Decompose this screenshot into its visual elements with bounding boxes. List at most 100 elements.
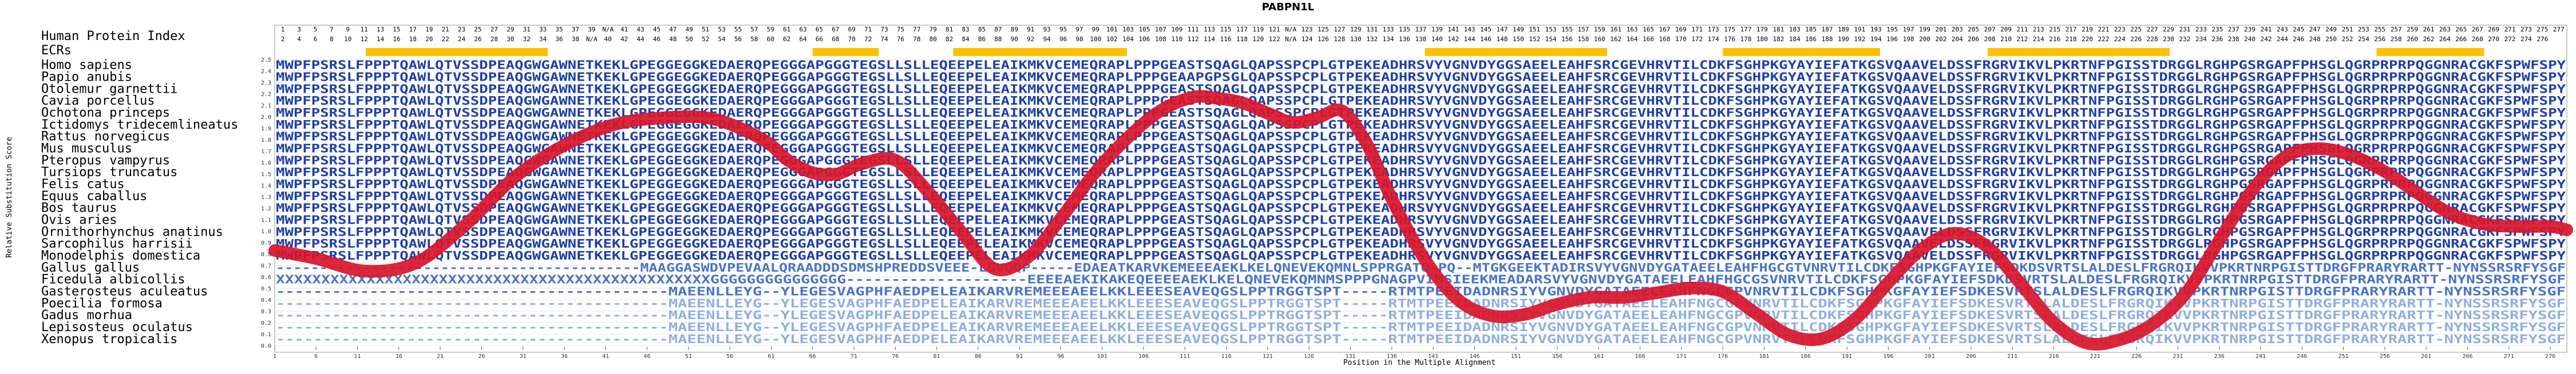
index-number: 31 bbox=[523, 26, 531, 33]
index-number: 201 bbox=[1935, 26, 1946, 33]
index-number: 142 bbox=[1447, 35, 1459, 43]
index-number: 122 bbox=[1269, 35, 1280, 43]
x-tick-label: 41 bbox=[602, 353, 609, 360]
ecr-region bbox=[1723, 48, 1880, 56]
ecr-region bbox=[953, 48, 1127, 56]
index-number: 270 bbox=[2488, 35, 2499, 43]
index-number: 190 bbox=[1838, 35, 1849, 43]
index-number: N/A bbox=[1285, 35, 1296, 43]
x-tick-label: 216 bbox=[2049, 353, 2059, 360]
index-number: 23 bbox=[458, 26, 465, 33]
index-number: 259 bbox=[2407, 26, 2418, 33]
index-number: 220 bbox=[2082, 35, 2093, 43]
index-number: 249 bbox=[2325, 26, 2337, 33]
y-tick-label: 1.2 bbox=[261, 206, 271, 212]
index-number: 225 bbox=[2130, 26, 2142, 33]
index-number: 59 bbox=[767, 26, 774, 33]
index-number: 28 bbox=[490, 35, 498, 43]
index-number: 82 bbox=[945, 35, 953, 43]
index-number: 2 bbox=[281, 35, 285, 43]
index-number: 250 bbox=[2325, 35, 2337, 43]
species-name: Ovis aries bbox=[41, 213, 117, 228]
index-number: 46 bbox=[653, 35, 660, 43]
index-number: 104 bbox=[1122, 35, 1134, 43]
index-number: 138 bbox=[1415, 35, 1427, 43]
x-tick-label: 6 bbox=[314, 353, 318, 360]
index-number: 74 bbox=[881, 35, 889, 43]
alignment-sequence: MWPFPSRSLFPPPTQAWLQTVSSDPEAQGWGAWNETKEKL… bbox=[276, 165, 2566, 179]
y-tick-label: 2.2 bbox=[261, 91, 271, 98]
index-number: 10 bbox=[344, 35, 351, 43]
index-number: 39 bbox=[588, 26, 595, 33]
index-number: 171 bbox=[1691, 26, 1703, 33]
x-tick-label: 101 bbox=[1097, 353, 1107, 360]
index-number: 134 bbox=[1383, 35, 1394, 43]
index-number: 221 bbox=[2098, 26, 2110, 33]
index-number: 246 bbox=[2293, 35, 2304, 43]
y-axis-label: Relative Substitution Score bbox=[5, 137, 14, 257]
index-number: 11 bbox=[361, 26, 368, 33]
alignment-sequence: MWPFPSRSLFPPPTQAWLQTVSSDPEAQGWGAWNETKEKL… bbox=[276, 82, 2566, 96]
index-number: 62 bbox=[783, 35, 790, 43]
index-number: 20 bbox=[425, 35, 433, 43]
index-number: 68 bbox=[832, 35, 839, 43]
index-number: 45 bbox=[653, 26, 660, 33]
index-number: 111 bbox=[1188, 26, 1199, 33]
index-number: 4 bbox=[297, 35, 301, 43]
index-number: 93 bbox=[1043, 26, 1051, 33]
species-name: Poecilia formosa bbox=[41, 296, 163, 311]
index-number: 137 bbox=[1415, 26, 1427, 33]
index-number: 149 bbox=[1513, 26, 1524, 33]
alignment-sequence: MWPFPSRSLFPPPTQAWLQTVSSDPEAQGWGAWNETKEKL… bbox=[276, 94, 2566, 108]
index-number: 16 bbox=[393, 35, 400, 43]
alignment-sequence: MWPFPSRSLFPPPTQAWLQTVSSDPEAQGWGAWNETKEKL… bbox=[276, 201, 2566, 215]
index-number: 198 bbox=[1903, 35, 1914, 43]
y-tick-label: 1.5 bbox=[261, 172, 271, 178]
index-number: 152 bbox=[1529, 35, 1540, 43]
x-tick-label: 96 bbox=[1058, 353, 1065, 360]
score-line bbox=[268, 90, 2573, 351]
index-number: 211 bbox=[2017, 26, 2028, 33]
index-number: 126 bbox=[1317, 35, 1329, 43]
index-number: 92 bbox=[1027, 35, 1034, 43]
species-name: Gallus gallus bbox=[41, 261, 140, 275]
index-number: 199 bbox=[1919, 26, 1930, 33]
x-tick-label: 156 bbox=[1552, 353, 1562, 360]
y-tick-label: 2.4 bbox=[261, 69, 271, 75]
index-number: 189 bbox=[1838, 26, 1849, 33]
index-number: 94 bbox=[1043, 35, 1051, 43]
index-number: 164 bbox=[1627, 35, 1638, 43]
index-number: 55 bbox=[734, 26, 742, 33]
index-number: 140 bbox=[1431, 35, 1443, 43]
index-number: 210 bbox=[2000, 35, 2012, 43]
species-name: Cavia porcellus bbox=[41, 94, 155, 108]
index-number: 114 bbox=[1204, 35, 1215, 43]
index-number: 156 bbox=[1561, 35, 1573, 43]
index-number: 272 bbox=[2504, 35, 2516, 43]
index-number: 224 bbox=[2114, 35, 2126, 43]
index-number: 231 bbox=[2179, 26, 2191, 33]
index-number: 90 bbox=[1011, 35, 1018, 43]
index-number: 88 bbox=[994, 35, 1002, 43]
index-number: 136 bbox=[1399, 35, 1410, 43]
ecr-region bbox=[1424, 48, 1607, 56]
index-number: 186 bbox=[1805, 35, 1817, 43]
index-number: 51 bbox=[702, 26, 709, 33]
index-number: 33 bbox=[539, 26, 547, 33]
index-number: 208 bbox=[1984, 35, 1996, 43]
x-tick-label: 111 bbox=[1180, 353, 1190, 360]
index-number: 276 bbox=[2537, 35, 2548, 43]
x-tick-label: 176 bbox=[1718, 353, 1728, 360]
index-number: 25 bbox=[474, 26, 481, 33]
index-number: 101 bbox=[1106, 26, 1118, 33]
x-tick-label: 36 bbox=[561, 353, 568, 360]
index-number: 117 bbox=[1236, 26, 1248, 33]
index-number: 75 bbox=[897, 26, 904, 33]
index-number: 226 bbox=[2130, 35, 2142, 43]
index-number: 109 bbox=[1171, 26, 1182, 33]
index-number: 73 bbox=[881, 26, 888, 33]
index-number: 166 bbox=[1643, 35, 1654, 43]
index-number: 223 bbox=[2114, 26, 2126, 33]
index-label: Human Protein Index bbox=[41, 29, 185, 43]
